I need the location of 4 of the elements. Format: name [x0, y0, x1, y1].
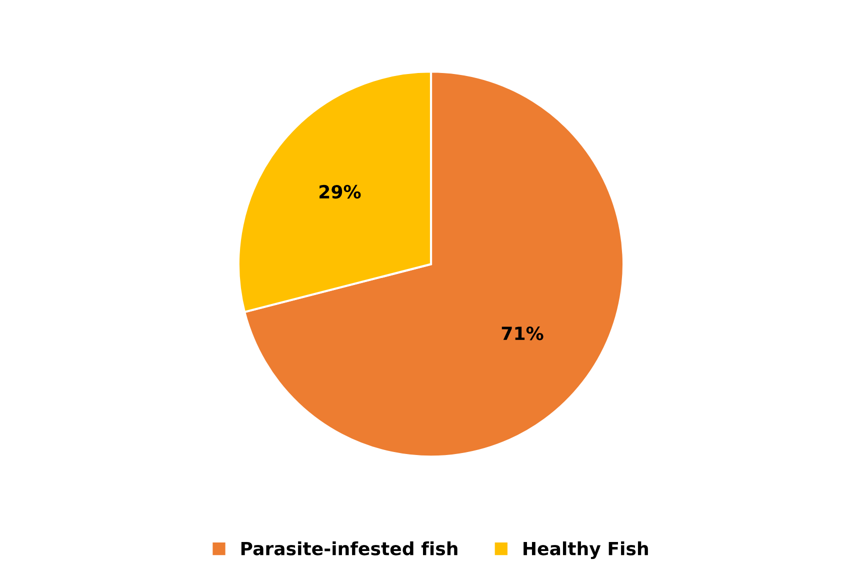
legend-label: Healthy Fish: [524, 541, 648, 560]
data-label: 29%: [320, 184, 361, 199]
data-label: 71%: [502, 326, 544, 340]
legend-label: Parasite-infested fish: [241, 541, 458, 556]
